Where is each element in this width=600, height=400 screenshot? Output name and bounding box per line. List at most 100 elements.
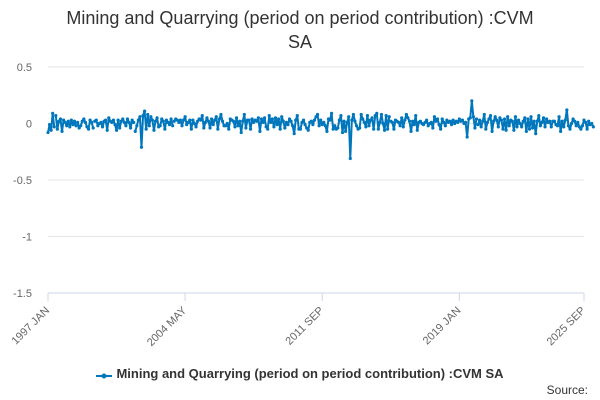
data-point	[161, 119, 165, 123]
data-point	[415, 128, 419, 132]
data-point	[77, 126, 81, 130]
data-point	[485, 120, 489, 124]
data-point	[164, 118, 169, 122]
data-point	[241, 119, 245, 123]
data-point	[286, 123, 290, 127]
data-point	[248, 127, 253, 131]
data-point	[177, 120, 181, 124]
data-point	[342, 119, 346, 123]
data-point	[312, 118, 317, 122]
data-point	[351, 112, 355, 117]
data-point	[339, 113, 343, 118]
data-point	[381, 121, 385, 126]
data-point	[576, 120, 580, 124]
data-point	[178, 118, 183, 122]
data-point	[96, 124, 100, 128]
data-point	[580, 124, 585, 128]
chart-title-line-1: Mining and Quarrying (period on period c…	[66, 8, 534, 28]
data-point	[563, 118, 567, 122]
data-point	[504, 128, 508, 132]
data-point	[266, 127, 270, 131]
data-point	[538, 124, 542, 128]
data-point	[315, 112, 320, 117]
data-point	[175, 118, 179, 122]
data-point	[68, 125, 72, 129]
data-point	[146, 112, 150, 117]
data-point	[372, 127, 376, 131]
data-point	[252, 120, 256, 124]
data-point	[130, 118, 134, 122]
data-point	[295, 113, 299, 118]
data-point	[568, 127, 572, 131]
data-point	[435, 117, 440, 121]
data-point	[85, 125, 89, 129]
data-point	[269, 120, 273, 124]
y-tick-label: -0.5	[13, 175, 32, 187]
data-point	[256, 116, 260, 120]
data-point	[403, 118, 407, 122]
data-point	[183, 115, 187, 119]
data-point	[573, 119, 577, 123]
data-point	[512, 128, 516, 132]
data-point	[121, 117, 125, 121]
data-point	[311, 123, 315, 127]
data-point	[250, 117, 254, 121]
data-point	[493, 115, 497, 119]
data-point	[294, 118, 298, 122]
data-point	[305, 126, 309, 130]
data-point	[423, 120, 427, 124]
data-point	[292, 132, 296, 136]
x-tick-label: 2025 SEP	[545, 305, 589, 349]
data-point	[143, 109, 147, 113]
data-point	[273, 116, 278, 120]
data-point	[233, 125, 237, 129]
data-point	[104, 118, 108, 122]
data-point	[429, 120, 433, 124]
data-point	[210, 117, 214, 121]
data-point	[150, 118, 154, 122]
data-point	[262, 116, 267, 120]
data-point	[481, 119, 485, 123]
data-point	[113, 123, 117, 127]
data-point	[231, 119, 236, 123]
data-point	[133, 129, 137, 134]
x-tick-label: 1997 JAN	[9, 305, 52, 348]
data-point	[65, 124, 69, 128]
data-point	[361, 117, 365, 121]
data-point	[138, 115, 142, 119]
data-point	[392, 127, 396, 131]
data-point	[66, 119, 70, 123]
data-point	[518, 121, 522, 126]
data-point	[463, 120, 468, 124]
data-point	[189, 127, 193, 131]
data-point	[432, 115, 437, 119]
data-point	[60, 129, 64, 134]
data-point	[487, 117, 491, 121]
data-point	[445, 118, 449, 122]
data-point	[264, 125, 268, 129]
data-point	[300, 120, 304, 124]
data-point	[453, 121, 457, 126]
data-point	[58, 117, 63, 121]
data-point	[166, 120, 170, 124]
data-point	[169, 117, 173, 121]
data-point	[49, 128, 53, 132]
data-point	[186, 120, 190, 124]
data-point	[234, 116, 239, 120]
data-point	[555, 124, 560, 128]
data-point	[400, 116, 404, 120]
chart-title: Mining and Quarrying (period on period c…	[0, 6, 600, 54]
data-point	[577, 125, 581, 129]
data-point	[192, 121, 197, 126]
data-point	[239, 130, 243, 135]
data-point	[99, 120, 103, 124]
data-point	[76, 120, 80, 124]
data-point	[490, 129, 494, 134]
data-point	[520, 125, 524, 129]
data-point	[306, 128, 310, 132]
data-point	[448, 119, 452, 123]
data-point	[322, 120, 326, 124]
data-point	[205, 116, 209, 120]
data-point	[412, 123, 416, 127]
